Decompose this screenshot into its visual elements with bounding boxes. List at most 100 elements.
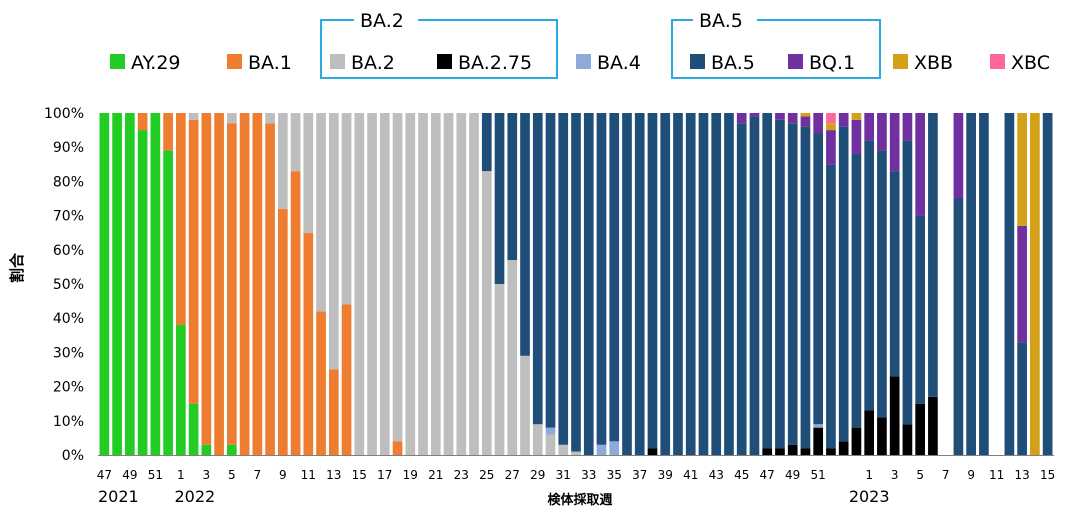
week-bar bbox=[915, 113, 926, 455]
bar-segment-ba-2 bbox=[367, 113, 377, 455]
x-tick-label: 17 bbox=[377, 468, 392, 482]
week-bar bbox=[775, 113, 785, 455]
week-bar bbox=[507, 113, 518, 455]
bar-segment-ba-5 bbox=[979, 113, 989, 455]
legend-label: BA.4 bbox=[597, 52, 641, 74]
bar-segment-ba-5 bbox=[775, 119, 785, 449]
week-bar bbox=[711, 113, 722, 455]
week-bar bbox=[469, 113, 479, 455]
bar-segment-ba-2 bbox=[494, 284, 505, 455]
bar-segment-ba-2 bbox=[226, 113, 237, 124]
x-axis-label: 検体採取週 bbox=[547, 492, 612, 508]
x-tick-label: 41 bbox=[683, 468, 698, 482]
x-tick-label: 19 bbox=[403, 468, 418, 482]
week-bar bbox=[698, 113, 709, 455]
bar-segment-ba-1 bbox=[239, 113, 250, 455]
legend-label: BA.1 bbox=[248, 52, 292, 74]
y-tick-label: 100% bbox=[44, 106, 84, 122]
bar-segment-ay-29 bbox=[99, 113, 110, 455]
bar-segment-ba-4 bbox=[813, 424, 824, 428]
year-label: 2023 bbox=[849, 487, 890, 506]
bar-segment-ba-5 bbox=[698, 113, 709, 455]
bar-segment-ay-29 bbox=[201, 444, 212, 455]
bar-segment-ba-2 bbox=[443, 113, 454, 455]
y-tick-label: 40% bbox=[53, 311, 84, 327]
week-bar bbox=[392, 113, 403, 455]
legend-label: BA.5 bbox=[711, 52, 755, 74]
legend-swatch bbox=[227, 54, 242, 69]
bar-segment-bq-1 bbox=[915, 113, 926, 216]
y-tick-label: 80% bbox=[53, 174, 84, 190]
week-bar bbox=[316, 113, 326, 455]
bar-segment-ay-29 bbox=[163, 150, 173, 455]
week-bar bbox=[125, 113, 135, 455]
bar-segment-xbc bbox=[826, 113, 836, 124]
week-bar bbox=[660, 113, 671, 455]
week-bar bbox=[609, 113, 620, 455]
group-bracket bbox=[320, 19, 558, 79]
week-bar bbox=[762, 113, 773, 455]
week-bar bbox=[405, 113, 416, 455]
bar-segment-ba-5 bbox=[1042, 113, 1053, 455]
week-bar bbox=[303, 113, 314, 455]
week-bar bbox=[201, 113, 212, 455]
bar-segment-ay-29 bbox=[188, 403, 199, 455]
bar-segment-ba-5 bbox=[507, 113, 518, 261]
week-bar bbox=[418, 113, 428, 455]
legend-group-boxes: BA.2 BA.5 bbox=[320, 10, 881, 79]
x-tick-label: 35 bbox=[607, 468, 622, 482]
bar-segment-bq-1 bbox=[749, 113, 760, 117]
bar-segment-ba-2-75 bbox=[762, 448, 773, 455]
week-bar bbox=[928, 113, 938, 455]
bar-segment-ba-2 bbox=[545, 434, 556, 455]
bar-segment-ba-2-75 bbox=[915, 403, 926, 455]
legend-swatch bbox=[330, 54, 345, 69]
group-bracket bbox=[671, 19, 881, 79]
legend-label: BQ.1 bbox=[809, 52, 855, 74]
bar-segment-ba-2 bbox=[520, 355, 530, 455]
week-bar bbox=[889, 113, 900, 455]
bar-segment-xbb bbox=[1017, 113, 1027, 226]
week-bar bbox=[532, 113, 543, 455]
bar-segment-ba-1 bbox=[137, 113, 148, 131]
x-tick-label: 13 bbox=[326, 468, 341, 482]
bar-segment-ba-1 bbox=[265, 123, 275, 455]
x-tick-label: 15 bbox=[1040, 468, 1055, 482]
x-tick-label: 31 bbox=[556, 468, 571, 482]
legend-label: XBC bbox=[1011, 52, 1050, 74]
legend-item: BA.2 bbox=[330, 52, 395, 74]
bar-segment-ba-1 bbox=[201, 113, 212, 445]
x-tick-label: 7 bbox=[254, 468, 262, 482]
bar-segment-xbb bbox=[851, 113, 862, 120]
bar-segment-ba-5 bbox=[851, 154, 862, 428]
bar-segment-ba-1 bbox=[303, 232, 314, 455]
week-bar bbox=[634, 113, 645, 455]
y-tick-label: 60% bbox=[53, 243, 84, 259]
x-tick-label: 5 bbox=[916, 468, 924, 482]
y-tick-label: 90% bbox=[53, 140, 84, 156]
bar-segment-ba-5 bbox=[673, 113, 683, 455]
x-tick-label: 25 bbox=[479, 468, 494, 482]
week-bar bbox=[354, 113, 365, 455]
week-bar bbox=[226, 113, 237, 455]
bar-segment-ba-2 bbox=[558, 444, 569, 455]
week-bar bbox=[979, 113, 989, 455]
bar-segment-ba-5 bbox=[520, 113, 530, 356]
bar-segment-bq-1 bbox=[877, 113, 887, 151]
year-label: 2022 bbox=[174, 487, 215, 506]
bar-segment-ba-2 bbox=[430, 113, 441, 455]
bar-segment-ba-2 bbox=[316, 113, 326, 312]
bar-segment-ay-29 bbox=[112, 113, 122, 455]
bar-segment-ay-29 bbox=[226, 444, 237, 455]
week-bar bbox=[265, 113, 275, 455]
legend-label: AY.29 bbox=[131, 52, 181, 74]
bar-segment-ba-2 bbox=[507, 260, 518, 455]
bar-segment-xbb bbox=[826, 123, 836, 131]
bar-segment-ba-2 bbox=[354, 113, 365, 455]
legend-item: BA.5 bbox=[690, 52, 755, 74]
legend-swatch bbox=[893, 54, 908, 69]
legend-item: BQ.1 bbox=[788, 52, 855, 74]
week-bar bbox=[1017, 113, 1027, 455]
legend-item: AY.29 bbox=[110, 52, 181, 74]
week-bar bbox=[724, 113, 734, 455]
